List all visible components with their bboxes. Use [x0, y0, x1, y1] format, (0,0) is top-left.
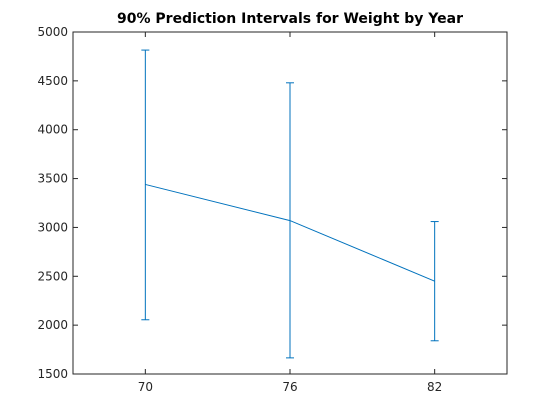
x-axis: 70 76 82 — [138, 32, 442, 394]
error-bar — [141, 49, 150, 321]
y-tick-label: 2500 — [37, 269, 68, 283]
x-tick-label: 82 — [427, 380, 442, 394]
error-bar — [430, 221, 439, 342]
y-axis: 1500 2000 2500 3000 3500 4000 4500 5000 — [37, 25, 507, 381]
y-tick-label: 3500 — [37, 172, 68, 186]
y-tick-label: 4000 — [37, 123, 68, 137]
y-tick-label: 3000 — [37, 220, 68, 234]
series-layer — [141, 49, 439, 359]
x-tick-label: 70 — [138, 380, 153, 394]
y-tick-label: 1500 — [37, 367, 68, 381]
y-tick-label: 4500 — [37, 74, 68, 88]
y-tick-label: 5000 — [37, 25, 68, 39]
y-tick-label: 2000 — [37, 318, 68, 332]
chart-title: 90% Prediction Intervals for Weight by Y… — [117, 11, 463, 27]
error-bar — [286, 82, 294, 359]
x-tick-label: 76 — [282, 380, 297, 394]
